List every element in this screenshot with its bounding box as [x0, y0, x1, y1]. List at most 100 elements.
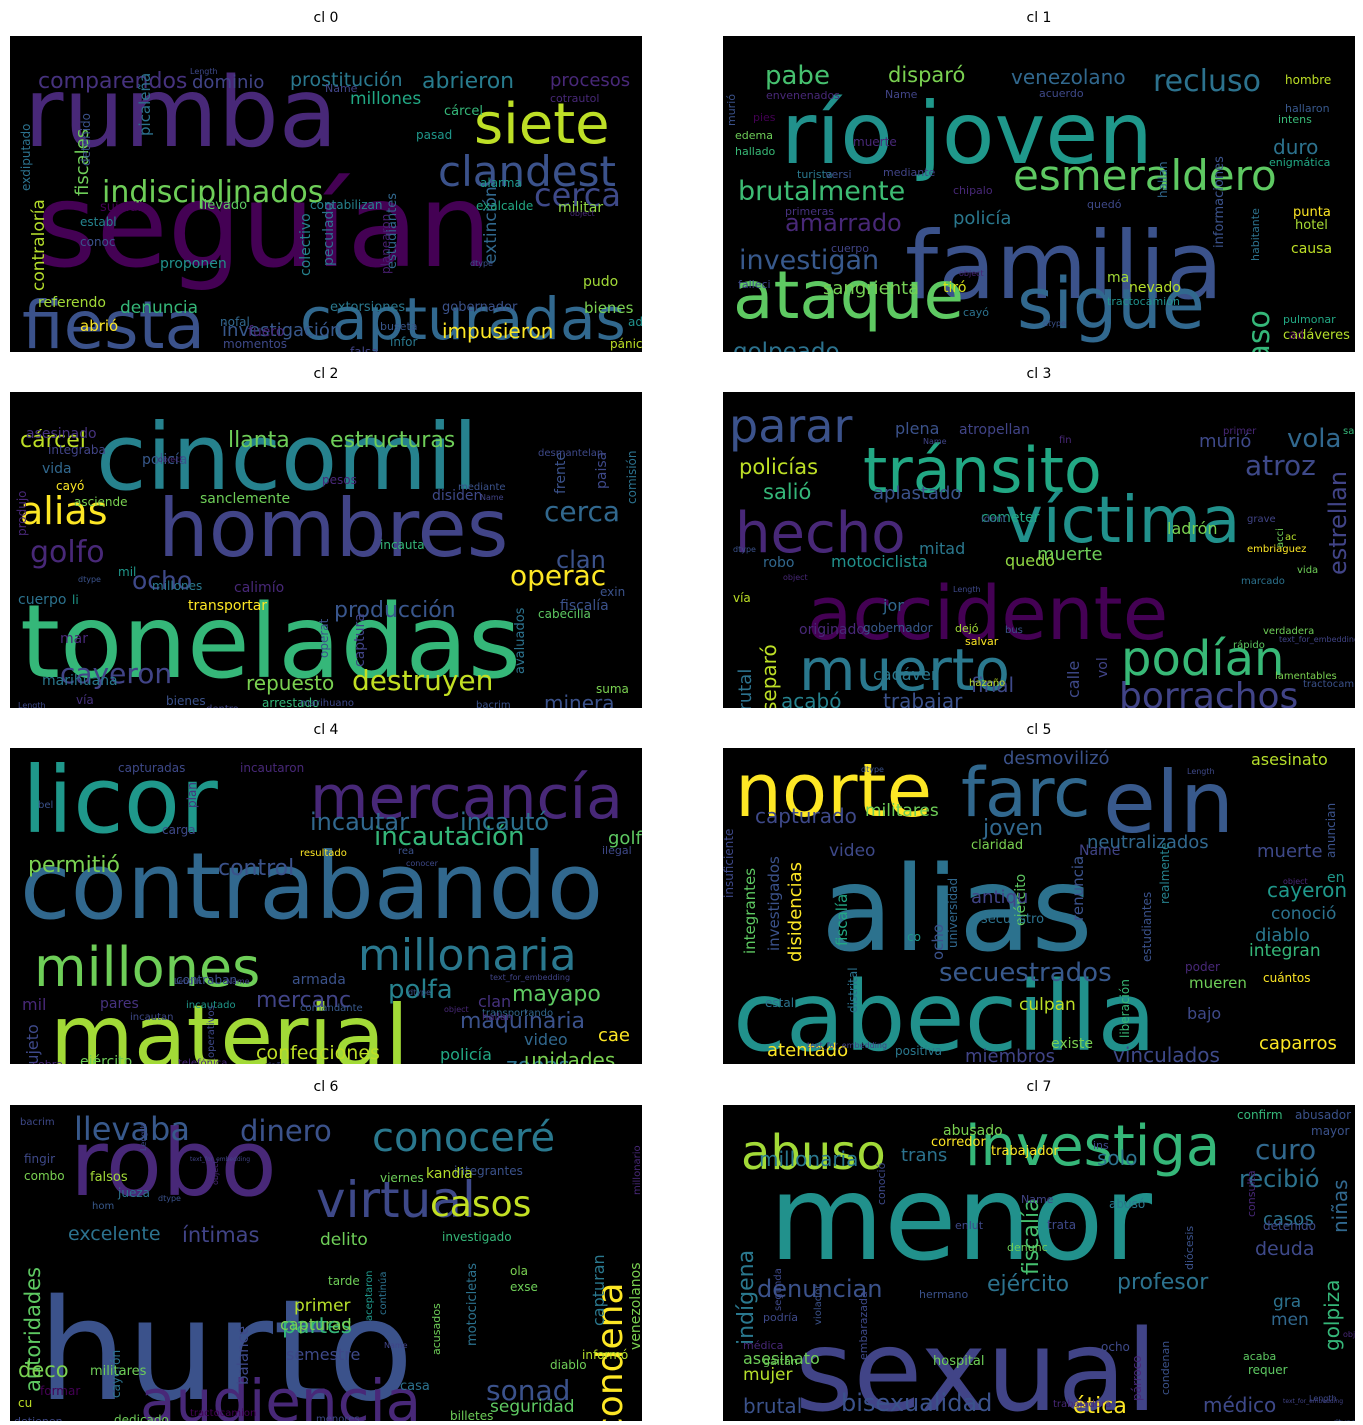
wordcloud-word: acuerdo — [1039, 87, 1084, 100]
panel-title: cl 3 — [1026, 366, 1052, 382]
wordcloud-word: extinción — [481, 186, 501, 264]
wordcloud-word: millonaria — [759, 1147, 858, 1171]
wordcloud-word: amarrado — [785, 209, 902, 237]
wordcloud-word: ilegal — [602, 844, 632, 857]
wordcloud-word: insuficiente — [723, 829, 736, 898]
wordcloud-word: telefónica — [178, 1057, 227, 1064]
wordcloud-word: clandest — [438, 147, 616, 196]
wordcloud-word: hotel — [1295, 218, 1328, 233]
wordcloud-word: cerca — [544, 495, 620, 528]
wordcloud-word: daño — [266, 1061, 286, 1064]
wordcloud-word: gaitán — [763, 1355, 798, 1368]
wordcloud-word: menor — [769, 1149, 1153, 1287]
wordcloud-word: Length — [983, 351, 1011, 352]
wordcloud-word: rea — [398, 846, 414, 857]
wordcloud-word: casos — [430, 1184, 531, 1225]
wordcloud-word: tiró — [943, 280, 966, 296]
wordcloud-word: integrantes — [454, 1164, 523, 1178]
wordcloud-word: culpan — [1019, 995, 1076, 1015]
wordcloud-word: universidad — [946, 878, 960, 948]
wordcloud-word: captura — [352, 613, 368, 667]
wordcloud-word: Name — [384, 1341, 408, 1350]
wordcloud-word: virtual — [316, 1171, 476, 1229]
wordcloud-word: delito — [320, 1230, 368, 1250]
wordcloud-word: dominio — [192, 72, 264, 93]
wordcloud-word: arrestado — [262, 696, 319, 708]
wordcloud-word: permitió — [28, 853, 120, 878]
wordcloud-word: bienes — [584, 299, 634, 317]
wordcloud-word: médica — [743, 1339, 783, 1352]
wordcloud-word: paisa — [594, 452, 610, 489]
wordcloud-word: integrantes — [741, 868, 759, 954]
wordcloud-word: poder — [1185, 960, 1220, 974]
wordcloud-word: investigados — [765, 856, 783, 951]
wordcloud-word: violador — [813, 1284, 824, 1325]
wordcloud-word: billetes — [450, 1409, 493, 1421]
wordcloud-word: li — [72, 593, 79, 607]
wordcloud-word: dtype — [158, 1194, 181, 1203]
wordcloud-word: bel — [38, 800, 53, 811]
wordcloud-word: deuda — [1255, 1238, 1315, 1260]
wordcloud-word: suma — [596, 682, 629, 696]
wordcloud-word: robo — [763, 555, 794, 571]
wordcloud-word: sonad — [486, 1374, 570, 1407]
wordcloud-word: hallado — [735, 145, 776, 158]
wordcloud-word: fiscalía — [1019, 1198, 1044, 1275]
wordcloud-word: joven — [916, 84, 1153, 184]
wordcloud-word: operac — [510, 559, 606, 592]
wordcloud-word: existe — [1051, 1036, 1093, 1052]
wordcloud-word: Length — [1187, 767, 1215, 776]
wordcloud-word: armada — [292, 972, 346, 988]
wordcloud-word: procesos — [550, 70, 630, 91]
wordcloud-word: jueza — [117, 1186, 150, 1200]
wordcloud-word: párroco — [1130, 1355, 1144, 1401]
wordcloud-word: aplastado — [873, 483, 961, 504]
wordcloud-word: ocho — [1101, 1340, 1130, 1354]
wordcloud-word: cárcel — [20, 428, 86, 453]
wordcloud-word: diablo — [1255, 925, 1310, 946]
wordcloud-word: borrachos — [1119, 676, 1298, 708]
wordcloud-word: primer — [294, 1296, 351, 1316]
wordcloud-word: gobernador — [442, 300, 518, 315]
wordcloud-canvas: tránsito víctima accidente hecho muerto podía… — [723, 392, 1355, 708]
wordcloud-word: marihuana — [42, 673, 118, 689]
wordcloud-word: cotrautol — [550, 92, 599, 105]
wordcloud-word: seguían — [36, 159, 492, 294]
wordcloud-word: control — [218, 856, 294, 881]
wordcloud-word: víctima — [1005, 484, 1240, 558]
wordcloud-word: peculado — [321, 202, 337, 266]
wordcloud-word: secuestrados — [939, 958, 1112, 988]
wordcloud-word: sigue — [1017, 263, 1205, 345]
wordcloud-word: murió — [1199, 431, 1251, 452]
wordcloud-word: policía — [953, 208, 1011, 229]
wordcloud-word: zonas — [506, 1054, 570, 1064]
wordcloud-word: object — [783, 573, 808, 582]
wordcloud-word: requer — [1248, 1363, 1288, 1377]
wordcloud-word: Name — [1021, 1193, 1054, 1206]
wordcloud-word: profesor — [1117, 1270, 1209, 1295]
wordcloud-word: falsa — [350, 345, 379, 352]
wordcloud-panel: cl 4 licor mercancía contrabando material mil… — [10, 718, 642, 1064]
wordcloud-word: prostitución — [290, 69, 403, 91]
wordcloud-word: Name — [885, 88, 918, 101]
wordcloud-word: enfrentamiento — [899, 349, 1054, 352]
wordcloud-word: cabecilla — [733, 961, 1156, 1064]
wordcloud-word: incauta — [380, 538, 425, 552]
wordcloud-word: incautar — [310, 808, 409, 836]
wordcloud-canvas: rumba seguían siete clandest capturadas fiest… — [10, 36, 642, 352]
wordcloud-word: cayó — [963, 306, 989, 319]
wordcloud-word: en — [1327, 870, 1345, 886]
wordcloud-word: quedó — [1005, 551, 1055, 570]
wordcloud-word: golpeado — [733, 339, 840, 352]
wordcloud-word: hombre — [1285, 73, 1331, 87]
wordcloud-word: plan — [185, 782, 199, 808]
wordcloud-word: confirm — [1237, 1108, 1283, 1122]
wordcloud-word: cerca — [534, 176, 621, 214]
wordcloud-word: mitad — [919, 539, 965, 558]
wordcloud-word: venezolano — [1011, 65, 1126, 89]
wordcloud-word: asesinado — [26, 426, 97, 442]
wordcloud-canvas: robo hurto audiencia virtual conoceré condena… — [10, 1105, 642, 1421]
wordcloud-word: nofal — [220, 315, 250, 329]
wordcloud-word: polfa — [388, 975, 453, 1005]
